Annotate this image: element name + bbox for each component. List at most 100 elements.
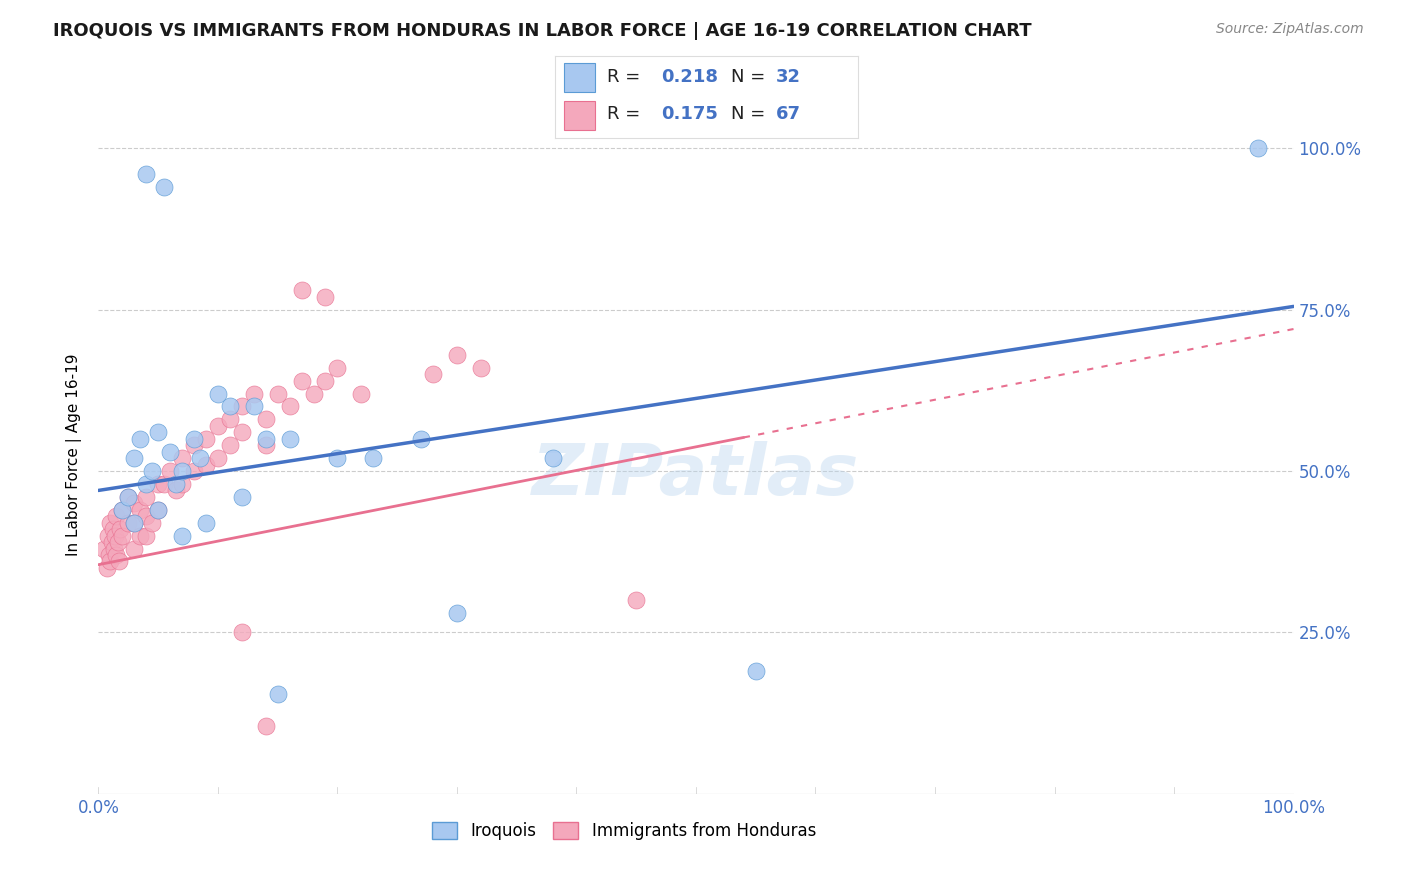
Point [291,283,314,297]
Point [363,451,385,466]
Text: ZIPatlas: ZIPatlas [533,441,859,509]
Point [141,516,163,530]
Point [104,528,127,542]
Point [195,516,218,530]
Point [207,451,229,466]
Point [183,438,205,452]
Point [93,541,115,556]
Point [129,503,152,517]
Point [231,400,253,414]
Text: 67: 67 [776,105,801,123]
Point [172,528,194,542]
Point [129,528,152,542]
Point [135,509,157,524]
Point [219,438,242,452]
Point [135,167,157,181]
FancyBboxPatch shape [564,101,595,130]
Point [183,432,205,446]
Point [107,554,129,568]
Point [422,368,444,382]
Point [124,451,146,466]
Point [153,477,176,491]
Text: 0.175: 0.175 [661,105,718,123]
Point [446,348,468,362]
Point [129,432,152,446]
Point [124,496,146,510]
Point [207,386,229,401]
Point [626,593,648,607]
Point [159,464,181,478]
Point [141,464,163,478]
Text: N =: N = [731,68,770,87]
Point [315,290,337,304]
Point [278,432,301,446]
Point [231,625,253,640]
Point [470,360,492,375]
Point [243,400,266,414]
Point [207,418,229,433]
Point [231,425,253,440]
Point [219,400,242,414]
Point [745,664,768,678]
Point [254,438,277,452]
Text: N =: N = [731,105,770,123]
Point [291,374,314,388]
Point [148,503,170,517]
Point [172,464,194,478]
Point [302,386,325,401]
Text: Source: ZipAtlas.com: Source: ZipAtlas.com [1216,22,1364,37]
Point [98,548,121,562]
Point [254,719,277,733]
Point [124,516,146,530]
Point [111,503,134,517]
Point [541,451,564,466]
Point [243,386,266,401]
Point [108,522,131,536]
Point [267,386,290,401]
Point [172,477,194,491]
Point [148,425,170,440]
Text: IROQUOIS VS IMMIGRANTS FROM HONDURAS IN LABOR FORCE | AGE 16-19 CORRELATION CHAR: IROQUOIS VS IMMIGRANTS FROM HONDURAS IN … [53,22,1032,40]
Text: R =: R = [607,105,645,123]
Legend: Iroquois, Immigrants from Honduras: Iroquois, Immigrants from Honduras [426,815,823,847]
Point [267,687,290,701]
Point [117,490,139,504]
Point [148,477,170,491]
Point [105,548,128,562]
Point [135,528,157,542]
Point [111,503,134,517]
Point [188,451,211,466]
Point [98,554,122,568]
Point [153,180,176,194]
Text: R =: R = [607,68,645,87]
Point [124,516,146,530]
Point [124,541,146,556]
Point [135,490,157,504]
Text: 32: 32 [776,68,801,87]
Point [411,432,433,446]
Point [278,400,301,414]
Point [98,516,122,530]
FancyBboxPatch shape [564,62,595,92]
Text: 0.218: 0.218 [661,68,718,87]
Point [254,432,277,446]
Point [103,541,125,556]
Point [326,360,349,375]
Point [172,451,194,466]
Point [254,412,277,426]
Point [148,503,170,517]
Point [231,490,253,504]
Point [165,483,187,498]
Point [195,432,218,446]
Point [100,535,122,549]
Point [97,528,120,542]
Point [195,458,218,472]
Point [1247,141,1270,155]
Point [107,535,129,549]
Point [183,464,205,478]
Point [101,522,124,536]
Point [105,509,128,524]
Point [159,444,181,458]
Point [117,516,139,530]
Point [165,477,187,491]
